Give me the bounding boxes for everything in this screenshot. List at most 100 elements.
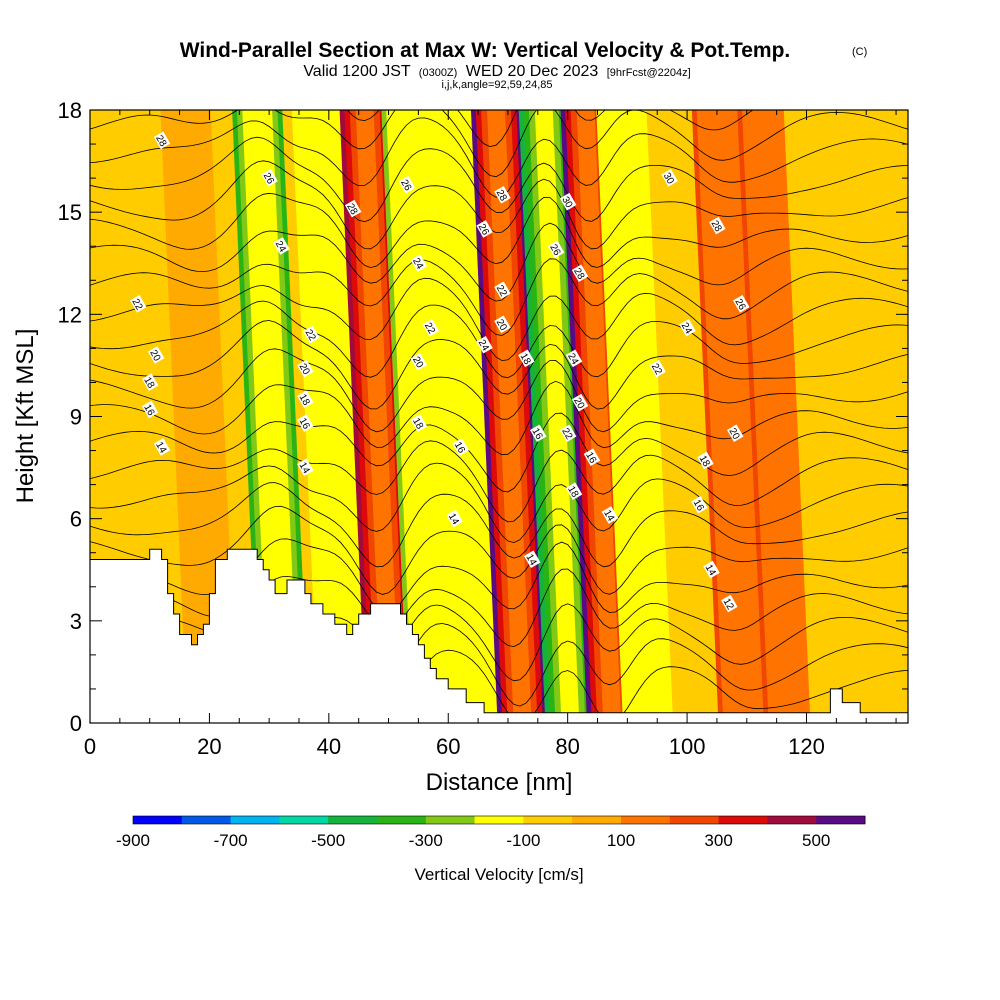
theta-contour-26 <box>90 222 908 302</box>
contour-label-7: 14 <box>153 438 171 456</box>
contour-label-text: 16 <box>296 416 311 432</box>
velocity-band-10-0 <box>733 110 811 723</box>
contour-label-2: 24 <box>273 237 290 255</box>
contour-label-bg <box>494 281 511 300</box>
y-tick-label: 0 <box>70 711 82 736</box>
contour-label-text: 22 <box>129 297 144 313</box>
subtitle-fcst: [9hrFcst@2204z] <box>607 67 691 79</box>
contour-label-text: 30 <box>559 195 574 211</box>
theta-contour-20 <box>90 380 908 456</box>
contour-label-text: 26 <box>261 171 276 187</box>
contour-label-bg <box>452 438 469 456</box>
contour-label-text: 22 <box>422 321 437 337</box>
contour-label-text: 20 <box>494 318 509 334</box>
contour-label-bg <box>297 458 314 477</box>
x-tick-label: 0 <box>84 734 96 759</box>
contour-label-bg <box>697 451 714 470</box>
contour-label-bg <box>547 240 565 259</box>
contour-label-44: 18 <box>697 451 714 470</box>
x-tick-label: 20 <box>197 734 221 759</box>
theta-contour-29 <box>90 136 908 223</box>
contour-label-33: 20 <box>571 393 589 412</box>
contour-label-text: 20 <box>147 348 162 364</box>
contour-label-6: 16 <box>141 400 159 419</box>
contour-label-bg <box>153 438 171 456</box>
contour-label-bg <box>726 424 744 443</box>
contour-label-text: 28 <box>494 188 509 204</box>
colorbar-label: Vertical Velocity [cm/s] <box>414 865 583 884</box>
contour-label-12: 20 <box>410 352 428 371</box>
contour-label-17: 20 <box>296 359 314 378</box>
colorbar-tick-label: -900 <box>116 831 150 850</box>
theta-contour-27 <box>90 192 908 269</box>
contour-label-bg <box>571 264 589 283</box>
theta-contours <box>90 110 908 723</box>
contour-label-bg <box>494 315 511 334</box>
colorbar-swatch <box>767 816 817 824</box>
contour-label-bg <box>529 424 547 443</box>
contour-label-14: 16 <box>452 438 469 456</box>
contour-label-36: 18 <box>565 482 583 500</box>
contour-label-bg <box>398 175 416 194</box>
y-tick-label: 6 <box>70 507 82 532</box>
contour-label-bg <box>273 237 290 255</box>
contour-label-19: 16 <box>296 414 314 432</box>
y-tick-label: 3 <box>70 609 82 634</box>
contour-label-bg <box>129 295 147 313</box>
colorbar-tick-label: 300 <box>704 831 732 850</box>
colorbar-swatch <box>816 816 866 824</box>
contour-label-37: 14 <box>601 506 619 524</box>
contour-label-bg <box>344 199 362 218</box>
contour-label-bg <box>732 295 750 313</box>
colorbar-frame <box>132 815 866 825</box>
velocity-band-2-1 <box>296 110 364 723</box>
velocity-band-5-0 <box>423 110 500 723</box>
contour-label-text: 16 <box>141 403 156 419</box>
contour-label-22: 26 <box>476 220 493 238</box>
contour-label-text: 14 <box>601 508 616 524</box>
contour-label-45: 16 <box>691 495 708 514</box>
contour-label-text: 18 <box>517 352 532 368</box>
contour-label-35: 16 <box>583 448 601 466</box>
contour-label-text: 16 <box>452 440 467 456</box>
contour-label-bg <box>559 192 577 211</box>
contour-label-bg <box>721 594 738 613</box>
contour-label-text: 20 <box>410 355 425 371</box>
contour-label-text: 20 <box>726 426 741 442</box>
contour-label-bg <box>410 352 428 371</box>
colorbar-swatch <box>523 816 573 824</box>
contour-label-15: 14 <box>446 509 463 528</box>
contour-label-bg <box>476 220 493 238</box>
contour-label-28: 14 <box>523 550 541 569</box>
contour-label-bg <box>583 448 601 466</box>
contour-label-text: 28 <box>153 134 168 150</box>
theta-contour-17 <box>90 462 908 544</box>
contour-label-bg <box>523 550 541 569</box>
contour-label-text: 14 <box>446 512 461 528</box>
colorbar-swatch <box>181 816 232 824</box>
contour-label-bg <box>601 506 619 524</box>
x-tick-label: 40 <box>317 734 341 759</box>
contour-label-bg <box>410 414 428 432</box>
colorbar-tick-label: -700 <box>214 831 248 850</box>
colorbar-swatch <box>377 816 427 824</box>
theta-contour-31 <box>90 110 908 178</box>
x-tick-label: 60 <box>436 734 460 759</box>
plot-area: 28 26 24 22 20 18 16 14 28 26 24 22 20 18 16 14 22 20 18 16… <box>90 110 908 723</box>
contour-label-5: 18 <box>141 373 159 391</box>
contour-label-8: 28 <box>344 199 362 218</box>
contour-label-bg <box>141 373 159 391</box>
contour-label-text: 26 <box>476 222 491 238</box>
contour-label-text: 18 <box>296 392 311 408</box>
contour-label-text: 22 <box>649 362 664 378</box>
x-axis-label: Distance [nm] <box>426 769 573 796</box>
contour-label-text: 18 <box>141 375 156 391</box>
contour-label-text: 16 <box>529 426 544 442</box>
y-tick-label: 15 <box>58 200 82 225</box>
contour-label-bg <box>559 424 577 443</box>
contour-label-26: 18 <box>517 349 535 368</box>
x-tick-label: 100 <box>669 734 706 759</box>
contour-label-bg <box>153 131 171 150</box>
contour-label-text: 28 <box>571 266 586 282</box>
contour-label-bg <box>297 414 314 432</box>
